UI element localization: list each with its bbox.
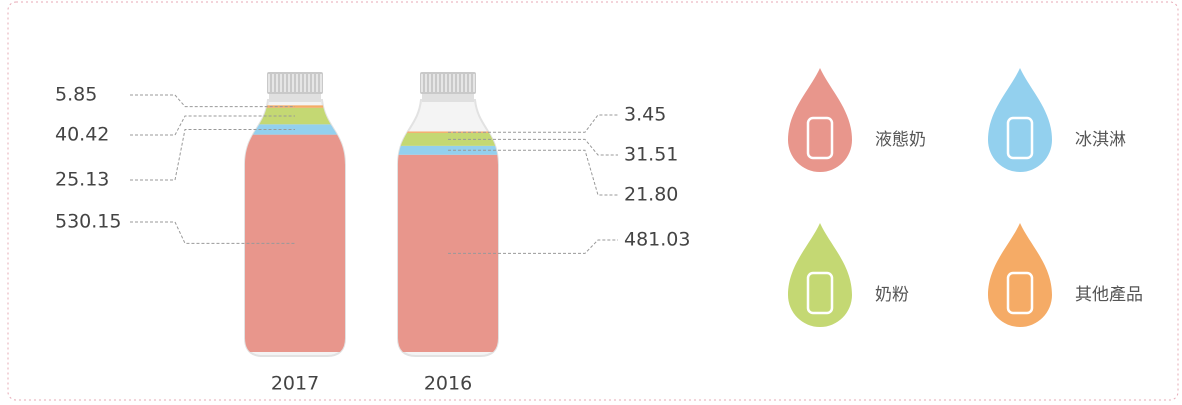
bottle-neck <box>422 94 474 102</box>
bottle-fill <box>243 105 347 352</box>
legend-label: 其他產品 <box>1075 285 1143 305</box>
legend-label: 冰淇淋 <box>1075 130 1126 150</box>
legend-drop <box>788 223 852 327</box>
chart: 530.15 25.13 40.42 5.85 2017 481.03 21.80 31.51… <box>0 0 1182 405</box>
bottle-neck <box>269 94 321 102</box>
frame <box>8 2 1178 400</box>
bottle-cap <box>420 72 476 94</box>
value-label: 530.15 <box>55 211 121 233</box>
bottle-cap <box>267 72 323 94</box>
legend-drop <box>788 68 852 172</box>
value-label: 40.42 <box>55 124 109 146</box>
bottle-fill <box>396 132 500 352</box>
x-tick-label: 2016 <box>424 373 472 395</box>
value-label: 21.80 <box>624 184 678 206</box>
legend-drop <box>988 68 1052 172</box>
value-label: 5.85 <box>55 84 97 106</box>
legend-drop <box>988 223 1052 327</box>
x-tick-label: 2017 <box>271 373 319 395</box>
value-label: 31.51 <box>624 144 678 166</box>
legend-label: 液態奶 <box>875 130 926 150</box>
value-label: 3.45 <box>624 104 666 126</box>
legend-label: 奶粉 <box>875 285 909 305</box>
value-label: 481.03 <box>624 229 690 251</box>
value-label: 25.13 <box>55 169 109 191</box>
